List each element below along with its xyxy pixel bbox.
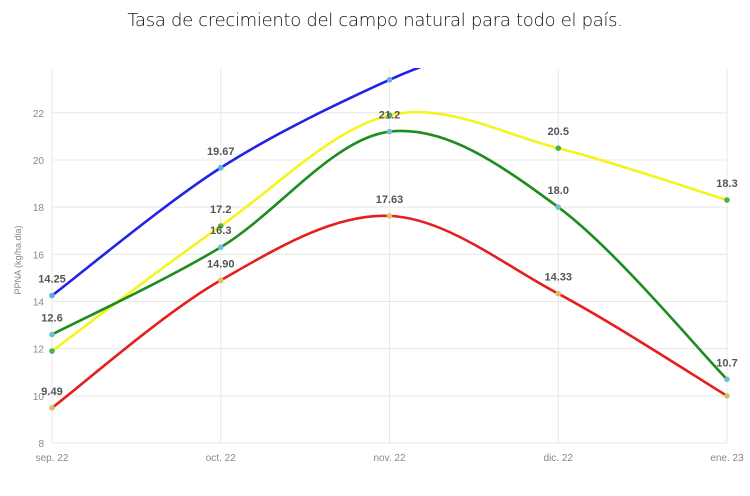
y-tick-label: 14 [33, 297, 45, 308]
data-label: 17.63 [376, 194, 404, 206]
data-point [555, 145, 562, 151]
data-point [217, 277, 224, 284]
data-point [386, 213, 393, 219]
data-label: 10.7 [716, 357, 737, 369]
x-tick-label: nov. 22 [373, 453, 405, 464]
x-tick-label: ene. 23 [710, 453, 744, 464]
data-point [217, 244, 224, 251]
chart-title: Tasa de crecimiento del campo natural pa… [127, 10, 623, 31]
data-point [386, 128, 393, 135]
x-tick-label: sep. 22 [36, 453, 69, 464]
data-point [555, 290, 562, 297]
data-point [724, 376, 730, 383]
y-tick-label: 16 [33, 250, 45, 261]
data-label: 21.2 [379, 110, 400, 122]
y-tick-label: 8 [38, 439, 44, 450]
x-tick-label: dic. 22 [544, 453, 574, 464]
data-point [49, 331, 55, 338]
data-label: 18.3 [716, 178, 737, 190]
data-label: 16.3 [210, 225, 231, 237]
data-point [49, 292, 55, 299]
y-axis-label: PPNA (kg/ha.dia) [13, 225, 23, 294]
data-label: 14.90 [207, 258, 235, 270]
x-tick-label: oct. 22 [206, 453, 236, 464]
data-label: 9.49 [41, 386, 62, 398]
y-tick-label: 18 [33, 203, 45, 214]
data-point [217, 223, 224, 229]
data-point [49, 405, 55, 411]
data-point [49, 348, 55, 354]
y-tick-label: 20 [33, 156, 45, 167]
data-point [555, 204, 562, 210]
data-label: 12.6 [41, 313, 62, 325]
data-point [724, 393, 730, 399]
data-label: 20.5 [548, 126, 569, 138]
data-label: 18.0 [548, 185, 569, 197]
data-label: 19.67 [207, 146, 235, 158]
series-line-0 [51, 68, 422, 297]
data-point [724, 197, 730, 203]
data-label: 14.33 [544, 272, 572, 284]
data-point [217, 164, 224, 171]
y-tick-label: 22 [33, 109, 45, 120]
data-label: 17.2 [210, 204, 231, 216]
data-point [386, 112, 393, 118]
y-tick-label: 10 [33, 392, 45, 403]
y-tick-label: 12 [33, 345, 45, 356]
data-point [386, 76, 393, 83]
data-label: 14.25 [38, 274, 66, 286]
